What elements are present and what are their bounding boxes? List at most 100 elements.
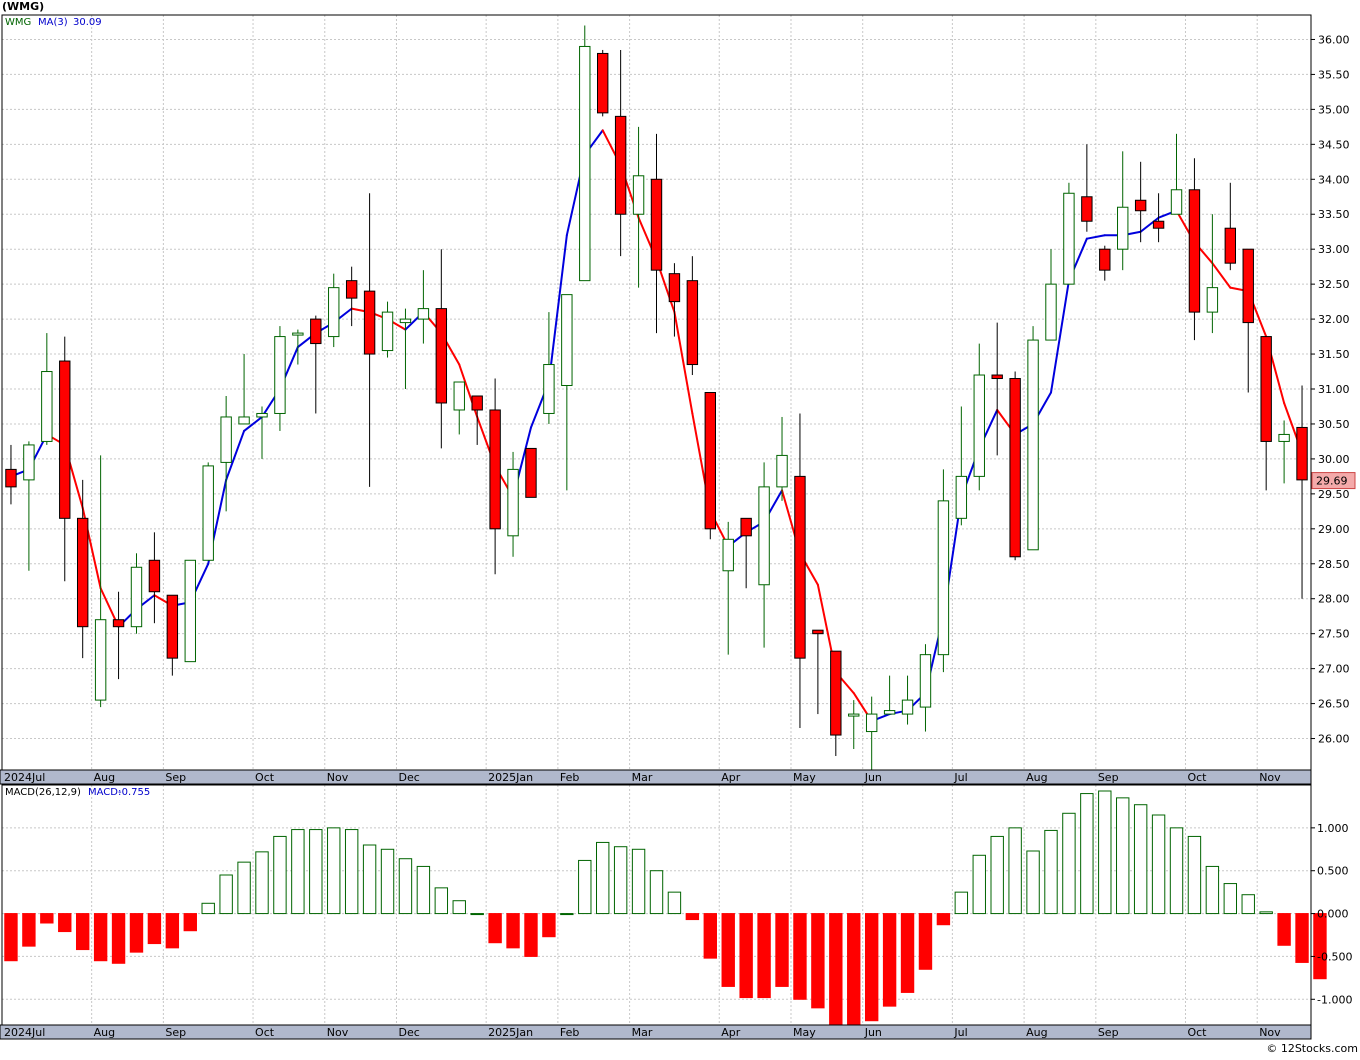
candle [561, 294, 573, 491]
candle [41, 333, 53, 445]
macd-date-bar [0, 1024, 1312, 1040]
price-xtick-label: 2025Jan [488, 771, 533, 784]
macd-bar [183, 913, 197, 932]
candle-body [417, 308, 430, 320]
candle-body [112, 619, 125, 628]
price-xtick-label: Sep [1098, 771, 1119, 784]
candle [381, 301, 394, 358]
macd-bar [990, 835, 1004, 915]
candle [148, 532, 161, 624]
candle-body [166, 594, 179, 659]
macd-bar [793, 913, 807, 1000]
macd-bar [93, 913, 108, 962]
candle-body [955, 475, 968, 519]
price-ytick-label: 34.00 [1318, 173, 1350, 186]
candle-body [722, 538, 734, 572]
macd-bar [864, 913, 879, 1022]
candle-body [310, 318, 322, 345]
candle [597, 49, 609, 117]
macd-xtick-label: Feb [560, 1026, 579, 1039]
macd-bar [488, 913, 502, 944]
candle [5, 444, 17, 505]
ticker-title: (WMG) [2, 0, 44, 13]
macd-bar [524, 913, 538, 957]
macd-bar [1062, 812, 1076, 915]
macd-bar [954, 891, 969, 915]
candle-body [399, 318, 412, 324]
price-ytick-label: 36.00 [1318, 33, 1350, 46]
candle-body [1170, 189, 1183, 215]
macd-xtick-label: Oct [255, 1026, 275, 1039]
candle-body [471, 395, 483, 411]
candle-body [1260, 336, 1272, 442]
macd-xtick-label: Jul [953, 1026, 967, 1039]
candle-body [1188, 189, 1201, 313]
price-xtick-label: Dec [398, 771, 419, 784]
candle-body [919, 654, 932, 708]
macd-bar [75, 913, 90, 951]
candle-body [435, 308, 448, 404]
macd-bar [739, 913, 753, 999]
macd-bar [631, 848, 646, 915]
macd-bar [578, 859, 592, 915]
macd-bar [111, 913, 126, 964]
candle-body [1134, 199, 1147, 212]
candle [543, 312, 555, 424]
candle-body [1296, 426, 1308, 481]
price-ytick-label: 26.00 [1318, 733, 1350, 746]
candle [1045, 249, 1057, 341]
macd-xtick-label: Nov [327, 1026, 349, 1039]
macd-xtick-label: May [793, 1026, 816, 1039]
candle [94, 455, 107, 708]
legend-macd-label: MACD: [88, 787, 121, 798]
candle-body [1009, 378, 1021, 558]
candle-body [632, 175, 645, 215]
candle-body [614, 115, 627, 215]
macd-bar [1277, 913, 1291, 946]
macd-bar [936, 913, 951, 926]
price-ytick-label: 27.00 [1318, 663, 1350, 676]
candle-body [991, 374, 1003, 380]
candle [1117, 151, 1129, 271]
candle-body [256, 412, 268, 418]
candle-body [130, 566, 143, 628]
candle-body [1081, 196, 1093, 222]
candle [130, 553, 143, 634]
candle-body [704, 392, 716, 530]
candle [776, 416, 788, 501]
candle [614, 49, 627, 257]
candle [328, 273, 340, 348]
candle-body [1063, 192, 1075, 285]
candle [722, 521, 734, 655]
candle [1081, 144, 1093, 232]
macd-bar [1259, 911, 1273, 915]
macd-xtick-label: Mar [632, 1026, 653, 1039]
candle [668, 263, 681, 337]
macd-xtick-label: Jun [864, 1026, 882, 1039]
candle-body [184, 559, 196, 663]
macd-bar [219, 874, 233, 915]
last-price-tag [1311, 472, 1356, 490]
price-xtick-label: Oct [1187, 771, 1207, 784]
candle [955, 406, 968, 526]
macd-bar [667, 891, 682, 915]
candle [1188, 158, 1201, 341]
candle-body [776, 454, 788, 488]
candle-body [650, 178, 663, 271]
candle-body [202, 465, 214, 561]
candle-body [94, 619, 107, 701]
macd-bar [291, 829, 305, 915]
candle [166, 594, 179, 676]
candle [973, 343, 985, 491]
candle [59, 336, 71, 582]
price-date-bar [0, 769, 1312, 785]
candle [1296, 385, 1308, 599]
candle [23, 441, 35, 571]
candle [1099, 245, 1111, 281]
candle [489, 378, 501, 575]
candle-body [579, 45, 591, 282]
price-ytick-label: 27.50 [1318, 628, 1350, 641]
candle [76, 479, 89, 659]
macd-bar [4, 913, 18, 962]
watermark: © 12Stocks.com [1266, 1042, 1358, 1055]
